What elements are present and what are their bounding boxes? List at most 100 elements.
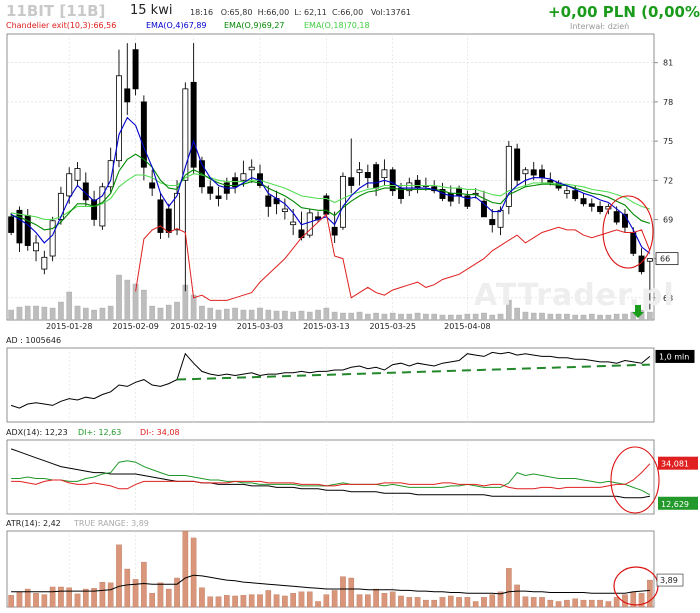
ad-trend-line <box>177 363 650 381</box>
date-tick-label: 2015-02-09 <box>112 322 159 331</box>
volume-bar <box>265 309 272 321</box>
candle-body <box>373 164 380 189</box>
ad-title: AD : 1005646 <box>6 336 62 345</box>
true-range-bar <box>464 597 471 608</box>
true-range-bar <box>456 597 462 608</box>
ad-panel <box>6 347 655 423</box>
chandelier-line <box>135 213 651 301</box>
buy-arrow-icon <box>632 305 644 318</box>
true-range-bar <box>564 599 570 608</box>
volume-bar <box>224 308 230 321</box>
candle-body <box>381 169 388 179</box>
volume-bar <box>439 314 446 321</box>
candle-body <box>447 192 454 202</box>
candle-body <box>49 220 56 257</box>
adx-title: ADX(14): 12,23 <box>6 428 68 437</box>
volume-bar <box>132 283 139 321</box>
true-range-bar <box>41 594 48 608</box>
volume-bar <box>605 314 612 321</box>
true-range-bar <box>431 599 437 608</box>
di-plus-badge <box>658 496 698 510</box>
true-range-bar <box>99 581 106 608</box>
true-range-bar <box>199 587 205 608</box>
volume-bar <box>572 314 579 321</box>
volume-bar <box>149 305 155 321</box>
volume-bar <box>522 311 529 321</box>
volume-bar <box>506 299 512 321</box>
true-range-bar <box>530 597 537 608</box>
candle-body <box>364 172 371 179</box>
candle-body <box>456 187 463 197</box>
volume-bar <box>356 311 363 321</box>
true-range-bar <box>207 596 214 608</box>
volume-bar <box>66 291 73 321</box>
volume-bar <box>41 306 48 321</box>
candle-body <box>480 200 487 218</box>
true-range-bar <box>248 594 255 608</box>
volume-bar <box>124 279 131 321</box>
candle-body <box>514 148 521 181</box>
true-range-bar <box>555 601 562 608</box>
di-plus-title: DI+: 12,63 <box>78 428 122 437</box>
interval-label: Interwał: dzień <box>570 22 630 31</box>
candle-body <box>613 211 620 223</box>
ema18-line <box>11 173 651 220</box>
candle-body <box>630 232 637 254</box>
candle-body <box>157 199 164 233</box>
price-tick-label: 75 <box>663 137 673 146</box>
annotation-circle <box>602 195 654 269</box>
volume-bar <box>331 311 338 321</box>
true-range-bar <box>16 591 23 608</box>
candle-body <box>182 88 189 181</box>
true-range-bar <box>340 576 346 608</box>
volume-bar <box>497 313 504 321</box>
high-value: H:66,00 <box>257 8 290 17</box>
candle-body <box>174 192 181 231</box>
true-range-bar <box>82 588 89 608</box>
date-tick-label: 2015-01-28 <box>46 322 93 331</box>
volume-bar <box>157 307 164 321</box>
candle-body <box>265 195 272 207</box>
ema9-legend: EMA(O,9)69,27 <box>224 21 285 30</box>
candle-body <box>215 195 222 199</box>
candle-body <box>597 205 604 213</box>
candle-body <box>116 75 122 162</box>
true-range-bar <box>447 595 454 608</box>
true-range-bar <box>647 579 653 608</box>
candle-body <box>414 179 421 189</box>
volume-bar <box>33 305 39 321</box>
volume-bar <box>141 289 147 321</box>
candle-body <box>572 190 579 199</box>
volume-bar <box>547 313 554 321</box>
watermark: ATTrader.pl <box>474 278 675 313</box>
volume-bar <box>423 313 429 321</box>
date-tick-label: 2015-03-25 <box>369 322 416 331</box>
date-tick-label: 2015-02-19 <box>170 322 217 331</box>
volume-bar <box>8 309 14 321</box>
true-range-bar <box>481 597 487 608</box>
ad-badge <box>655 349 695 363</box>
candle-body <box>588 203 595 207</box>
volume-bar <box>597 314 603 321</box>
candle-body <box>107 160 114 188</box>
true-range-bar <box>182 530 189 608</box>
candle-body <box>149 182 156 189</box>
ema4-legend: EMA(O,4)67,89 <box>146 21 207 30</box>
true-range-bar <box>365 594 371 608</box>
volume-bar <box>447 314 454 321</box>
price-change: +0,00 PLN (0,00%) <box>548 3 700 21</box>
candle-body <box>489 219 496 226</box>
candle-body <box>306 212 313 236</box>
volume-bar <box>555 313 562 321</box>
volume-bar <box>348 312 355 321</box>
true-range-bar <box>414 597 421 608</box>
volume-bar <box>472 313 479 321</box>
true-range-bar <box>638 593 645 608</box>
true-range-bar <box>66 587 73 608</box>
volume-bar <box>464 313 471 321</box>
true-range-bar <box>74 593 81 608</box>
true-range-bar <box>323 594 330 608</box>
price-tick-label: 63 <box>663 294 673 303</box>
volume-bar <box>381 313 388 321</box>
volume-bar <box>514 307 520 321</box>
